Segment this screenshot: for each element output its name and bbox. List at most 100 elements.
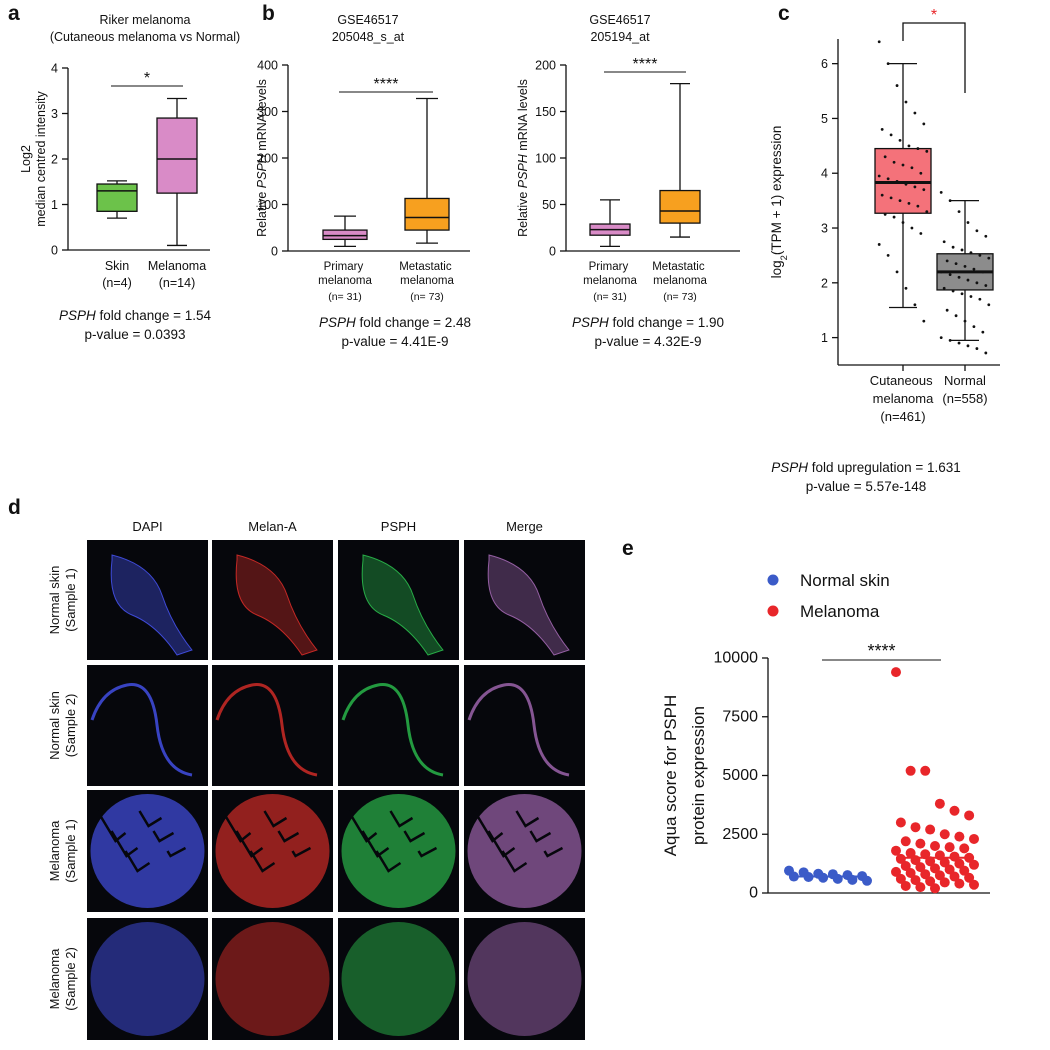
text-segment: fold change = 1.54 [96,308,212,323]
data-point [905,765,916,776]
data-point [984,284,988,287]
y-tick-label: 2500 [722,826,758,843]
y-axis-label: Relative PSPH mRNA levels [255,79,269,237]
data-point [877,40,881,44]
data-point [984,351,988,355]
legend-marker [767,574,779,586]
data-point [892,160,896,164]
panel-label: e [622,537,634,560]
image-tile [87,918,208,1040]
tissue-crack [473,810,504,843]
x-tick-label-line: Metastatic [652,261,708,273]
x-tick-label: Normal [944,373,986,388]
note: PSPH fold change = 2.48 [319,315,471,330]
chart-subtitle: 205194_at [590,30,650,44]
data-point [905,868,916,879]
data-point [939,877,950,888]
data-point [889,133,893,137]
tissue-crack [277,830,300,843]
text-segment: PSPH [572,315,609,330]
tissue-section [110,554,193,656]
significance-label: **** [633,56,658,73]
data-point [925,824,936,835]
y-tick-label: 3 [51,107,58,121]
data-point [963,264,967,268]
tissue-core [215,922,330,1036]
tissue-crack [487,830,516,858]
text-segment: Relative [516,188,530,237]
x-tick-label-line: Primary [589,261,632,273]
y-tick-label: 6 [821,57,828,71]
y-axis-label: Log2 median centred intensity [19,91,48,227]
data-point [880,128,884,131]
data-point [925,876,936,887]
data-point [832,873,843,884]
data-point [915,882,926,893]
data-point [922,319,926,323]
panel-label: a [8,2,20,25]
image-tile [464,540,585,660]
image-tile [212,665,333,786]
text-segment: p-value = 4.32E-9 [595,334,702,349]
significance-label: * [144,70,150,87]
data-point [954,262,958,266]
box [659,189,701,224]
y-tick-label: 400 [257,59,278,73]
panel-label: b [262,2,275,25]
data-point [934,798,945,809]
data-point [913,111,917,115]
data-point [942,286,946,290]
text-segment: fold change = 1.90 [609,315,724,330]
data-point [969,859,979,870]
x-tick-label-line: Metastatic [399,261,455,273]
row-label-line: (Sample 2) [63,694,78,758]
x-tick-label-line: melanoma [653,275,707,287]
significance-label: **** [374,76,399,93]
data-point [862,875,872,886]
data-point [978,297,982,301]
note: p-value = 4.41E-9 [342,334,449,349]
legend-marker [767,605,779,617]
data-point [919,171,923,175]
data-point [949,851,960,862]
data-point [948,199,952,203]
y-tick-label: 1 [821,331,828,345]
data-point [945,259,949,263]
data-point [895,817,906,828]
row-label-line: Melanoma [47,948,62,1009]
legend-label: Normal skin [800,571,890,590]
data-point [920,849,931,860]
data-point [964,872,975,883]
tissue-edge [215,683,318,777]
y-axis-label-line: log2(TPM + 1) expression [769,126,790,279]
tissue-core [341,794,456,908]
y-tick-label: 5000 [722,767,758,784]
x-tick-label: Primary melanoma [318,261,372,287]
data-point [969,879,979,890]
tissue-crack [389,810,414,828]
data-point [969,833,979,844]
y-tick-label: 2 [821,276,828,290]
row-label-line: (Sample 1) [63,568,78,632]
data-point [922,188,926,192]
tissue-crack [166,846,187,858]
chart-title: GSE46517 [589,13,650,27]
tissue-section [487,554,570,656]
data-point [951,289,955,293]
y-axis-label: log2(TPM + 1) expression [769,126,790,279]
tissue-core [467,794,582,908]
y-tick-label: 3 [821,222,828,236]
data-point [957,275,961,279]
x-tick-label: Primary melanoma [583,261,637,287]
text-segment: PSPH [319,315,356,330]
data-point [886,62,890,66]
data-point [930,883,940,894]
data-point [910,822,921,833]
chart-subtitle: 205048_s_at [332,30,405,44]
data-point [910,226,914,230]
tissue-crack [110,830,139,858]
image-tile [464,665,585,786]
x-tick-label-line: Melanoma [148,259,206,273]
y-tick-label: 0 [549,245,556,259]
image-tile [87,540,208,660]
